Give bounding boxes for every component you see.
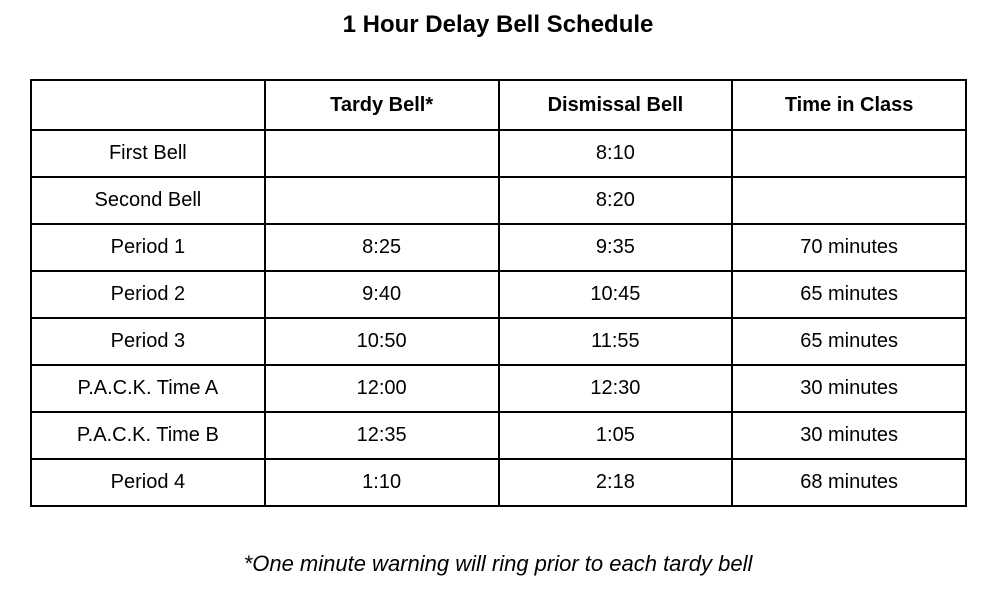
duration-cell: 30 minutes	[731, 411, 967, 460]
tardy-cell: 1:10	[263, 458, 500, 507]
dismissal-cell: 11:55	[497, 317, 734, 366]
table-row: Period 3 10:50 11:55 65 minutes	[30, 317, 967, 366]
duration-cell	[731, 176, 967, 225]
dismissal-cell: 1:05	[497, 411, 734, 460]
tardy-cell	[263, 176, 500, 225]
duration-cell: 30 minutes	[731, 364, 967, 413]
duration-cell: 68 minutes	[731, 458, 967, 507]
dismissal-cell: 12:30	[497, 364, 734, 413]
table-row: P.A.C.K. Time A 12:00 12:30 30 minutes	[30, 364, 967, 413]
row-label: P.A.C.K. Time B	[30, 411, 266, 460]
table-row: Period 1 8:25 9:35 70 minutes	[30, 223, 967, 272]
header-dismissal-bell: Dismissal Bell	[497, 79, 734, 131]
table-row: Second Bell 8:20	[30, 176, 967, 225]
dismissal-cell: 8:10	[497, 129, 734, 178]
duration-cell: 65 minutes	[731, 317, 967, 366]
header-time-in-class: Time in Class	[731, 79, 967, 131]
footnote: *One minute warning will ring prior to e…	[243, 551, 753, 576]
page-title: 1 Hour Delay Bell Schedule	[342, 11, 654, 38]
dismissal-cell: 10:45	[497, 270, 734, 319]
row-label: Second Bell	[30, 176, 266, 225]
row-label: Period 2	[30, 270, 266, 319]
table-header-row: Tardy Bell* Dismissal Bell Time in Class	[30, 79, 967, 131]
duration-cell: 65 minutes	[731, 270, 967, 319]
header-tardy-bell: Tardy Bell*	[263, 79, 500, 131]
table-row: Period 4 1:10 2:18 68 minutes	[30, 458, 967, 507]
dismissal-cell: 9:35	[497, 223, 734, 272]
header-period	[30, 79, 266, 131]
tardy-cell	[263, 129, 500, 178]
table-row: P.A.C.K. Time B 12:35 1:05 30 minutes	[30, 411, 967, 460]
tardy-cell: 8:25	[263, 223, 500, 272]
duration-cell: 70 minutes	[731, 223, 967, 272]
duration-cell	[731, 129, 967, 178]
row-label: Period 4	[30, 458, 266, 507]
bell-schedule-table: Tardy Bell* Dismissal Bell Time in Class…	[30, 79, 967, 507]
tardy-cell: 10:50	[263, 317, 500, 366]
dismissal-cell: 2:18	[497, 458, 734, 507]
row-label: P.A.C.K. Time A	[30, 364, 266, 413]
row-label: Period 1	[30, 223, 266, 272]
tardy-cell: 12:00	[263, 364, 500, 413]
table-row: Period 2 9:40 10:45 65 minutes	[30, 270, 967, 319]
table-row: First Bell 8:10	[30, 129, 967, 178]
tardy-cell: 9:40	[263, 270, 500, 319]
row-label: First Bell	[30, 129, 266, 178]
row-label: Period 3	[30, 317, 266, 366]
tardy-cell: 12:35	[263, 411, 500, 460]
dismissal-cell: 8:20	[497, 176, 734, 225]
